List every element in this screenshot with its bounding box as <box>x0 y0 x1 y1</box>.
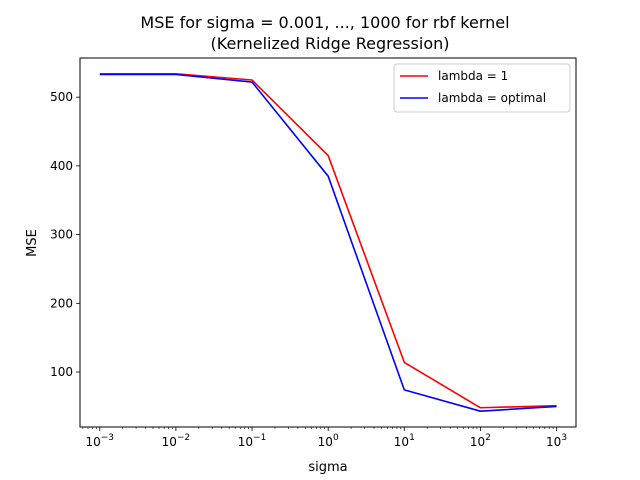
plot-frame <box>79 57 577 428</box>
x-tick-label: 102 <box>470 433 491 449</box>
y-tick-label: 500 <box>50 90 73 104</box>
x-tick-label: 101 <box>394 433 415 449</box>
x-tick-label: 10−2 <box>162 433 191 449</box>
x-tick-label: 103 <box>546 433 567 449</box>
x-tick-label: 100 <box>318 433 339 449</box>
y-axis-label: MSE <box>25 229 40 257</box>
legend: lambda = 1 lambda = optimal <box>393 63 571 113</box>
x-tick-label: 10−1 <box>238 433 267 449</box>
chart-title: MSE for sigma = 0.001, ..., 1000 for rbf… <box>140 13 509 32</box>
chart-subtitle: (Kernelized Ridge Regression) <box>211 34 450 53</box>
series-line-1 <box>99 73 557 413</box>
x-axis-label: sigma <box>308 460 347 475</box>
x-axis: 10−3 10−2 10−1 100 101 102 103 <box>82 427 567 449</box>
y-tick-label: 400 <box>50 159 73 173</box>
y-tick-label: 200 <box>50 296 73 310</box>
y-tick-label: 300 <box>50 228 73 242</box>
legend-box <box>393 63 571 113</box>
plot-lines <box>99 73 557 413</box>
y-tick-label: 100 <box>50 365 73 379</box>
x-tick-label: 10−3 <box>85 433 114 449</box>
series-line-0 <box>99 73 557 409</box>
legend-label-0: lambda = 1 <box>438 69 508 83</box>
y-axis: 100 200 300 400 500 <box>50 90 80 379</box>
legend-label-1: lambda = optimal <box>438 91 546 105</box>
